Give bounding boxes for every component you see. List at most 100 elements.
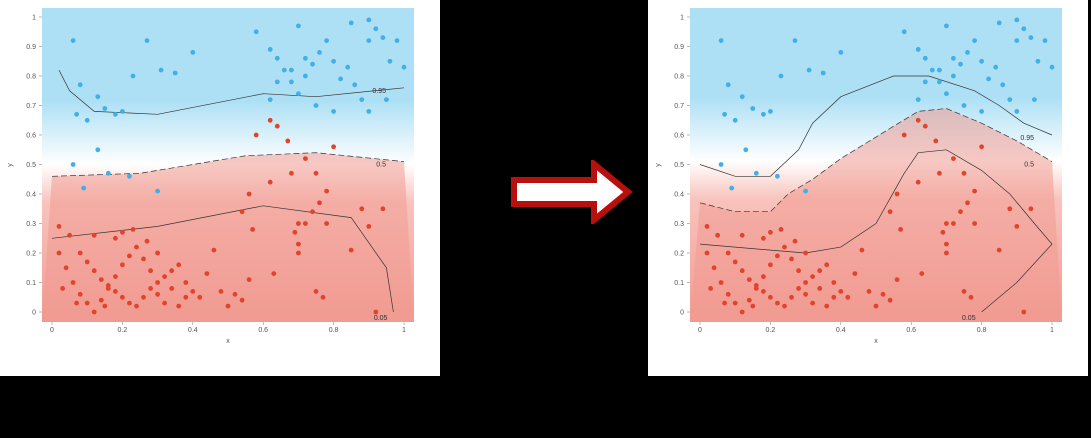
red-data-point xyxy=(838,289,844,294)
blue-data-point xyxy=(324,38,329,43)
blue-data-point xyxy=(718,38,724,43)
x-tick-label: 0.4 xyxy=(188,327,198,334)
chart-panel-left: 0 0.1 0.2 0.3 0.4 0.5 0.6 0.7 0.8 0.9 1 0 0.2 0.4 0.6 0… xyxy=(0,0,440,376)
red-data-point xyxy=(789,294,794,300)
red-data-point xyxy=(915,117,921,123)
contour-line-0-05 xyxy=(699,149,1053,313)
blue-data-point xyxy=(274,55,280,61)
blue-data-point xyxy=(972,38,977,43)
contour-line-0-95 xyxy=(699,75,1053,177)
red-data-point xyxy=(722,300,727,306)
blue-data-point xyxy=(105,170,111,176)
red-data-point xyxy=(225,303,231,309)
red-data-point xyxy=(958,209,963,215)
y-tick-label: 0.6 xyxy=(674,133,684,140)
red-data-point xyxy=(77,250,83,256)
blue-data-point xyxy=(331,58,336,64)
blue-data-point xyxy=(303,73,308,79)
red-data-point xyxy=(126,253,132,259)
red-data-point xyxy=(831,280,837,285)
blue-data-point xyxy=(296,23,301,29)
red-data-point xyxy=(796,286,801,291)
red-data-point xyxy=(901,132,907,138)
blue-data-point xyxy=(929,67,935,73)
blue-data-point xyxy=(937,79,942,85)
red-data-point xyxy=(866,289,872,294)
red-data-point xyxy=(1021,309,1027,315)
red-data-point xyxy=(60,286,65,291)
blue-data-point xyxy=(84,117,90,123)
blue-data-point xyxy=(915,97,921,102)
red-data-point xyxy=(67,232,72,238)
red-data-point xyxy=(317,200,322,206)
red-data-point xyxy=(894,277,900,282)
red-data-point xyxy=(919,271,925,276)
blue-data-point xyxy=(289,79,294,85)
x-tick-label: 0 xyxy=(698,327,702,334)
red-data-point xyxy=(313,170,319,176)
y-tick-label: 0.5 xyxy=(674,162,684,169)
chart-panel-right: 0 0.1 0.2 0.3 0.4 0.5 0.6 0.7 0.8 0.9 1 0 0.2 0.4 0.6 0… xyxy=(648,0,1088,376)
red-data-point xyxy=(113,274,118,279)
red-data-point xyxy=(169,268,175,274)
blue-data-point xyxy=(806,67,812,73)
blue-data-point xyxy=(267,97,273,102)
blue-data-point xyxy=(1000,82,1006,88)
red-data-point xyxy=(968,294,974,300)
red-class-region xyxy=(690,108,1062,322)
red-data-point xyxy=(310,209,315,215)
right-arrow-icon xyxy=(511,160,633,224)
blue-data-point xyxy=(951,73,956,79)
red-data-point xyxy=(711,265,717,271)
red-data-point xyxy=(845,294,851,300)
red-data-point xyxy=(778,227,784,232)
red-data-point xyxy=(246,191,252,197)
red-data-point xyxy=(739,309,745,315)
red-data-point xyxy=(98,297,104,303)
red-data-point xyxy=(746,297,752,303)
red-data-point xyxy=(972,188,977,194)
blue-data-point xyxy=(1028,35,1034,40)
y-tick-label: 0.4 xyxy=(26,192,36,199)
red-data-point xyxy=(324,221,329,226)
red-data-point xyxy=(739,268,745,274)
red-data-point xyxy=(176,262,182,268)
red-data-point xyxy=(296,250,301,256)
blue-data-point xyxy=(102,106,108,111)
red-data-point xyxy=(937,170,942,176)
y-tick-label: 0.9 xyxy=(26,44,36,51)
red-data-point xyxy=(373,309,379,315)
red-data-point xyxy=(761,235,766,241)
red-data-point xyxy=(77,291,83,297)
red-data-point xyxy=(944,250,949,256)
red-data-point xyxy=(274,123,280,129)
blue-data-point xyxy=(761,111,766,117)
y-tick-label: 0.4 xyxy=(674,192,684,199)
y-tick-label: 0.8 xyxy=(674,74,684,81)
blue-data-point xyxy=(380,35,386,40)
y-tick-label: 1 xyxy=(680,15,684,22)
red-data-point xyxy=(768,294,773,300)
blue-data-point xyxy=(366,38,372,43)
blue-data-point xyxy=(775,173,780,179)
blue-data-point xyxy=(317,50,322,55)
red-data-point xyxy=(74,300,79,306)
blue-data-point xyxy=(401,64,407,70)
y-tick-label: 0 xyxy=(32,310,36,317)
contour-line-0-05 xyxy=(51,205,394,313)
blue-data-point xyxy=(310,61,315,67)
blue-data-point xyxy=(394,38,400,43)
blue-data-point xyxy=(922,55,928,61)
y-axis-label: y xyxy=(7,163,14,167)
red-data-point xyxy=(887,297,893,303)
red-data-point xyxy=(859,247,865,253)
blue-data-point xyxy=(366,109,372,114)
red-data-point xyxy=(232,291,238,297)
blue-data-point xyxy=(778,73,784,79)
red-data-point xyxy=(961,170,967,176)
blue-data-point xyxy=(120,109,125,114)
red-data-point xyxy=(359,206,365,212)
red-data-point xyxy=(782,244,787,250)
red-data-point xyxy=(253,132,259,138)
contour-line-0-95 xyxy=(58,69,405,115)
